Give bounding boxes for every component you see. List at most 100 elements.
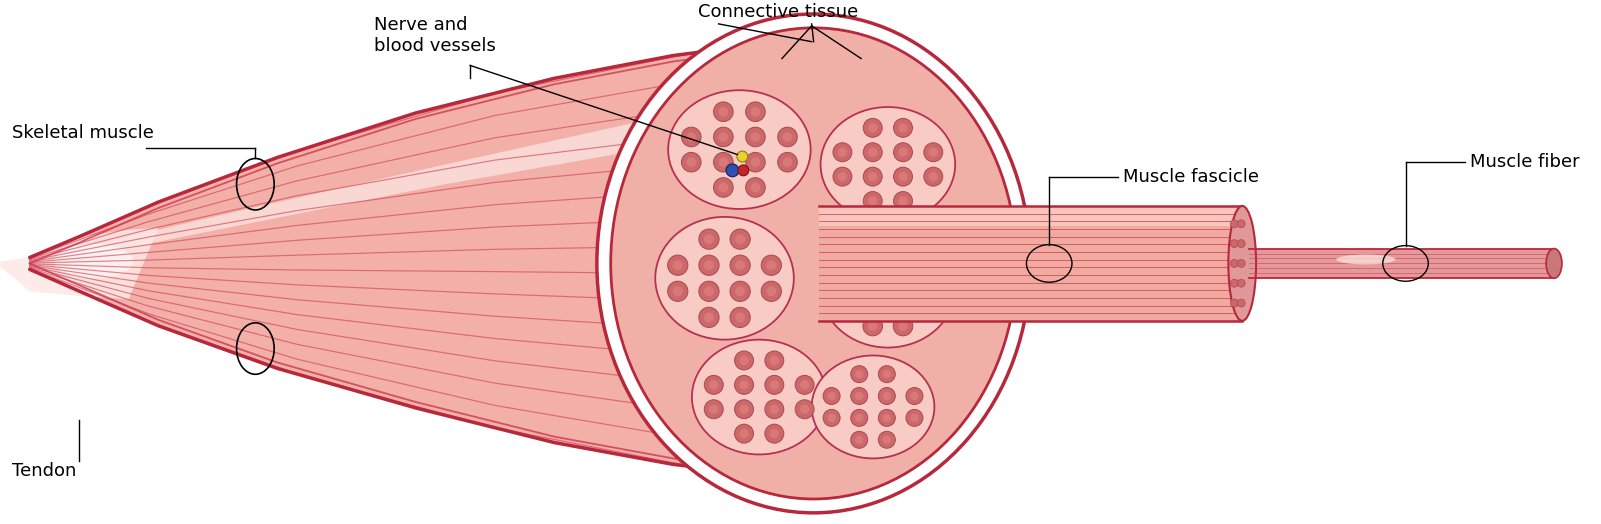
Ellipse shape (714, 127, 733, 147)
Ellipse shape (735, 286, 744, 297)
Ellipse shape (850, 409, 868, 427)
Ellipse shape (751, 107, 760, 117)
Ellipse shape (868, 321, 877, 331)
Ellipse shape (682, 152, 701, 172)
Ellipse shape (760, 281, 781, 301)
Ellipse shape (828, 413, 836, 422)
Ellipse shape (868, 296, 877, 305)
Ellipse shape (1230, 220, 1238, 228)
Ellipse shape (879, 431, 895, 448)
Ellipse shape (863, 266, 882, 286)
Ellipse shape (1230, 259, 1238, 267)
Polygon shape (0, 228, 158, 299)
Ellipse shape (704, 286, 714, 297)
Ellipse shape (868, 245, 877, 255)
Text: Skeletal muscle: Skeletal muscle (11, 124, 154, 142)
Ellipse shape (929, 172, 938, 181)
Ellipse shape (833, 143, 852, 162)
Ellipse shape (898, 270, 908, 280)
Ellipse shape (868, 270, 877, 280)
Ellipse shape (893, 118, 913, 137)
Ellipse shape (714, 178, 733, 197)
Ellipse shape (850, 366, 868, 383)
Ellipse shape (1230, 279, 1238, 287)
Ellipse shape (812, 355, 935, 458)
Ellipse shape (833, 167, 852, 186)
Ellipse shape (668, 255, 688, 275)
Ellipse shape (1238, 259, 1246, 267)
Ellipse shape (796, 400, 813, 419)
Polygon shape (30, 42, 781, 477)
Ellipse shape (740, 405, 749, 414)
Ellipse shape (882, 435, 892, 444)
Ellipse shape (735, 234, 744, 244)
Ellipse shape (863, 316, 882, 336)
Ellipse shape (863, 143, 882, 162)
Ellipse shape (893, 266, 913, 286)
Ellipse shape (1547, 248, 1563, 278)
Ellipse shape (929, 296, 938, 305)
Ellipse shape (929, 270, 938, 280)
Ellipse shape (800, 380, 810, 389)
Ellipse shape (898, 321, 908, 331)
Ellipse shape (800, 405, 810, 414)
Polygon shape (30, 91, 781, 264)
Ellipse shape (893, 143, 913, 162)
Ellipse shape (736, 151, 748, 162)
Polygon shape (818, 206, 1242, 321)
Ellipse shape (1238, 299, 1246, 307)
Ellipse shape (863, 192, 882, 211)
Ellipse shape (898, 147, 908, 157)
Ellipse shape (882, 413, 892, 422)
Ellipse shape (863, 291, 882, 311)
Ellipse shape (1238, 220, 1246, 228)
Ellipse shape (778, 152, 797, 172)
Ellipse shape (770, 429, 780, 439)
Ellipse shape (1337, 255, 1396, 265)
Ellipse shape (855, 392, 863, 400)
Ellipse shape (709, 405, 719, 414)
Text: Nerve and
blood vessels: Nerve and blood vessels (375, 16, 496, 55)
Ellipse shape (1238, 279, 1246, 287)
Ellipse shape (655, 217, 794, 340)
Ellipse shape (863, 241, 882, 260)
Ellipse shape (730, 255, 751, 275)
Ellipse shape (837, 172, 847, 181)
Ellipse shape (837, 296, 847, 305)
Ellipse shape (704, 400, 724, 419)
Ellipse shape (704, 260, 714, 270)
Ellipse shape (837, 270, 847, 280)
Ellipse shape (735, 312, 744, 322)
Ellipse shape (746, 102, 765, 122)
Ellipse shape (893, 316, 913, 336)
Ellipse shape (821, 229, 956, 347)
Ellipse shape (714, 102, 733, 122)
Ellipse shape (725, 164, 740, 177)
Ellipse shape (698, 281, 719, 301)
Ellipse shape (898, 123, 908, 133)
Ellipse shape (746, 178, 765, 197)
Ellipse shape (730, 281, 751, 301)
Ellipse shape (893, 241, 913, 260)
Ellipse shape (893, 291, 913, 311)
Ellipse shape (879, 409, 895, 427)
Ellipse shape (767, 286, 776, 297)
Ellipse shape (1238, 239, 1246, 247)
Ellipse shape (1230, 239, 1238, 247)
Ellipse shape (893, 192, 913, 211)
Ellipse shape (610, 28, 1017, 499)
Ellipse shape (924, 167, 943, 186)
Ellipse shape (911, 413, 919, 422)
Ellipse shape (868, 196, 877, 206)
Ellipse shape (719, 107, 728, 117)
Ellipse shape (893, 167, 913, 186)
Ellipse shape (760, 255, 781, 275)
Ellipse shape (751, 157, 760, 167)
Ellipse shape (906, 388, 922, 405)
Ellipse shape (783, 157, 792, 167)
Ellipse shape (898, 245, 908, 255)
Ellipse shape (719, 157, 728, 167)
Ellipse shape (837, 147, 847, 157)
Ellipse shape (714, 152, 733, 172)
Ellipse shape (704, 375, 724, 395)
